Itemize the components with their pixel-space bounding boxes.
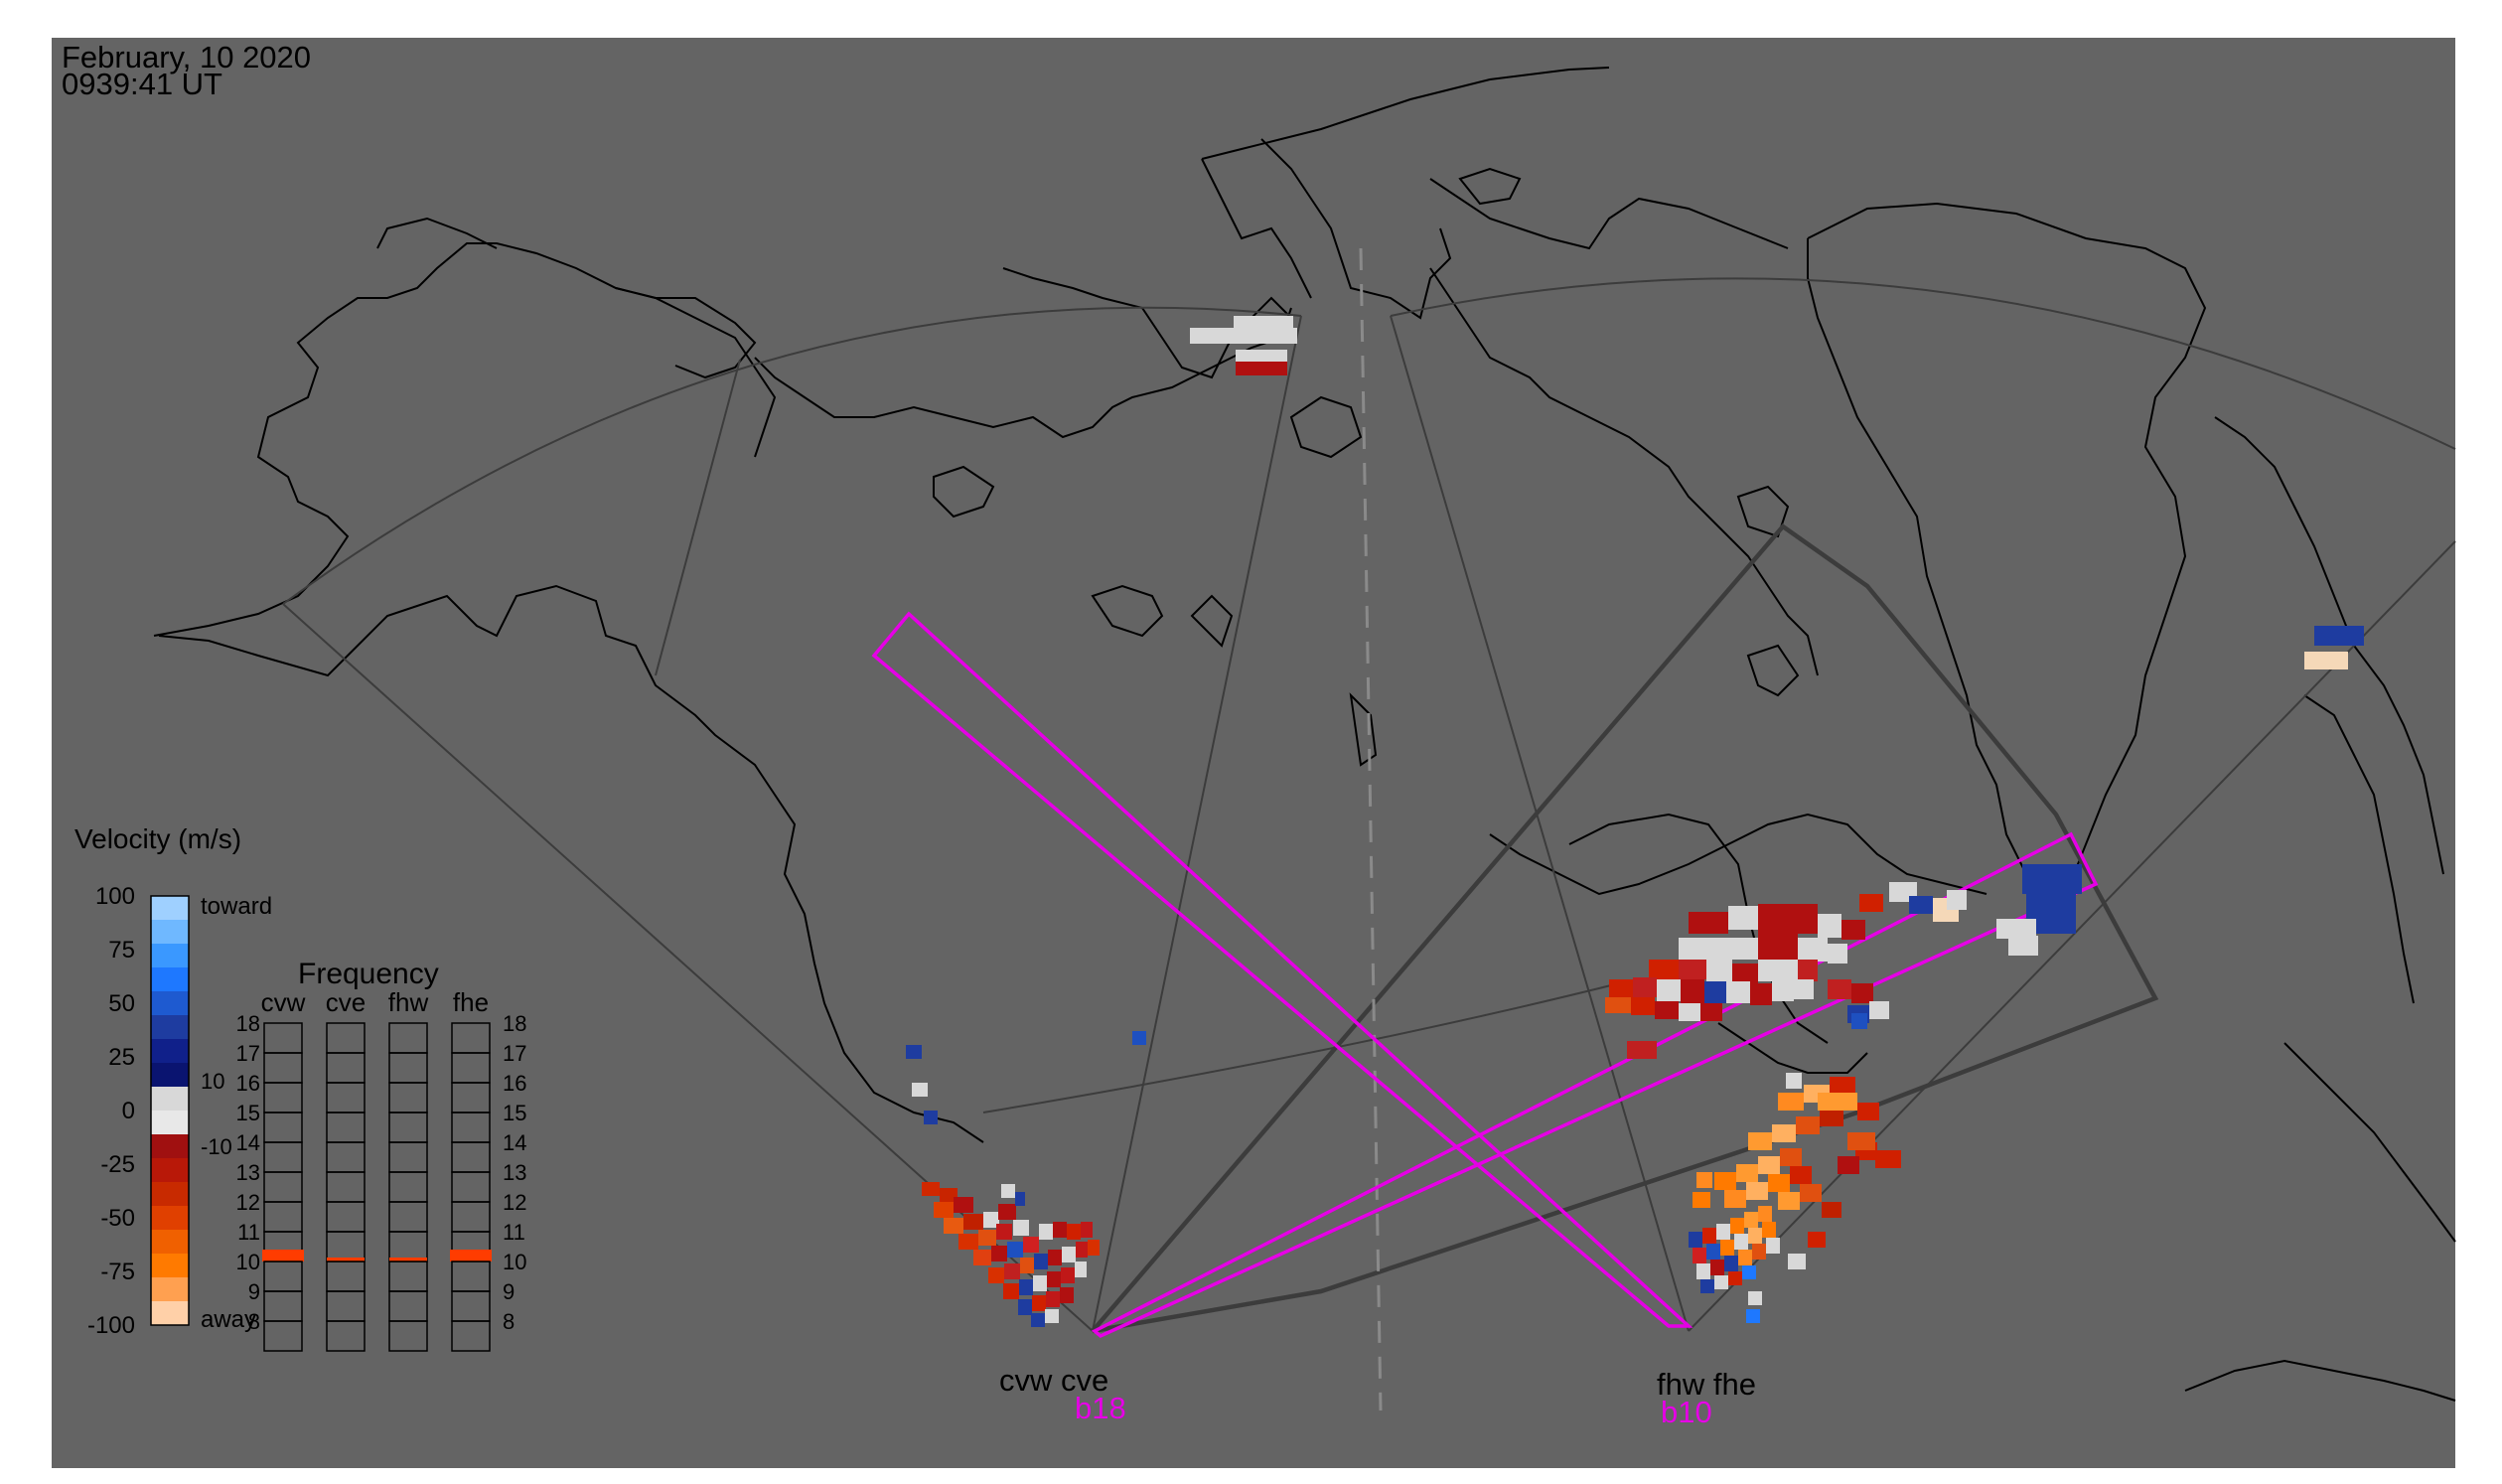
colorbar-segment (151, 967, 189, 992)
colorbar-segment (151, 1301, 189, 1326)
frequency-level-label-right: 16 (503, 1071, 526, 1096)
frequency-level-label-left: 13 (236, 1160, 260, 1185)
fov-west-arc (282, 306, 1302, 605)
colorbar-segment (151, 1277, 189, 1302)
frequency-level-label-left: 11 (237, 1220, 260, 1245)
frequency-level-label-right: 17 (503, 1041, 526, 1066)
frequency-level-label-right: 14 (503, 1130, 526, 1155)
colorbar-segment (151, 1039, 189, 1064)
frequency-panel: Frequency cvw cve fhw fhe 18 18 17 17 16 16 15 15 14… (236, 958, 526, 1352)
colorbar-ticks: 100 75 50 25 0 -25 -50 -75 -100 (87, 883, 135, 1339)
frequency-column-label: fhe (453, 987, 489, 1017)
toward-label: toward (201, 893, 272, 920)
frequency-level-label-left: 15 (236, 1101, 260, 1125)
fov-west-inner (655, 359, 741, 676)
colorbar-tick-label: -25 (100, 1151, 135, 1178)
timestamp: February, 10 2020 0939:41 UT (62, 40, 311, 101)
colorbar-segment (151, 1254, 189, 1278)
frequency-column-label: fhw (388, 987, 429, 1017)
frequency-level-label-right: 12 (503, 1190, 526, 1215)
colorbar-segment (151, 1182, 189, 1207)
radar-east-beam: b10 (1661, 1395, 1712, 1429)
frequency-active-mark (450, 1250, 492, 1261)
frequency-active-mark (389, 1258, 427, 1261)
fov-west-right (1092, 315, 1302, 1332)
frequency-level-label-left: 16 (236, 1071, 260, 1096)
fov-east-arc (1390, 277, 2456, 450)
fov-east-left (1390, 315, 1690, 1332)
colorbar-tick-label: 100 (95, 883, 135, 910)
colorbar-segment (151, 896, 189, 921)
colorbar-segment (151, 1063, 189, 1088)
radar-labels: cvw cve b18 fhw fhe b10 (999, 1363, 1756, 1429)
colorbar-tick-label: 75 (108, 937, 135, 964)
mark-pos-label: 10 (201, 1069, 224, 1094)
dashed-meridian (1359, 247, 1383, 1411)
legend-title: Velocity (m/s) (74, 823, 241, 854)
mark-neg-label: -10 (201, 1134, 232, 1159)
frequency-cell (388, 1320, 428, 1352)
colorbar (151, 896, 189, 1326)
colorbar-segment (151, 1158, 189, 1183)
frequency-level-label-left: 17 (236, 1041, 260, 1066)
frequency-level-label-left: 14 (236, 1130, 260, 1155)
colorbar-tick-label: -100 (87, 1312, 135, 1339)
frequency-level-label-right: 18 (503, 1011, 526, 1036)
frequency-title: Frequency (298, 958, 439, 990)
frequency-level-label-right: 10 (503, 1250, 526, 1274)
date-text: February, 10 2020 (62, 40, 311, 74)
frequency-cell (263, 1320, 303, 1352)
frequency-cell (326, 1320, 366, 1352)
beam-b10 (871, 611, 1693, 1328)
colorbar-tick-label: -75 (100, 1259, 135, 1285)
frequency-active-mark (327, 1258, 365, 1261)
radar-west-beam: b18 (1075, 1391, 1126, 1425)
colorbar-segment (151, 944, 189, 968)
colorbar-segment (151, 1134, 189, 1159)
colorbar-tick-label: 25 (108, 1044, 135, 1071)
frequency-level-label-left: 8 (248, 1309, 260, 1334)
frequency-column-label: cve (326, 987, 366, 1017)
radar-east-pair: fhw fhe (1657, 1367, 1756, 1402)
frequency-level-label-right: 15 (503, 1101, 526, 1125)
radar-west-pair: cvw cve (999, 1363, 1108, 1398)
away-label: away (201, 1306, 256, 1333)
colorbar-frame (150, 895, 190, 1326)
colorbar-segment (151, 920, 189, 945)
colorbar-segment (151, 991, 189, 1016)
fov-inner-arc (982, 982, 1620, 1113)
coastlines (153, 67, 2456, 1402)
frequency-level-label-right: 13 (503, 1160, 526, 1185)
frequency-active-mark (262, 1250, 304, 1261)
fov-thick-poly (1091, 522, 2159, 1334)
colorbar-tick-label: -50 (100, 1205, 135, 1232)
frequency-columns: cvw cve fhw fhe 18 18 17 17 16 16 15 15 14 14 13 13 12 12… (236, 987, 526, 1352)
echoes-east (1605, 626, 2364, 1323)
frequency-level-label-left: 12 (236, 1190, 260, 1215)
colorbar-segment (151, 1206, 189, 1231)
frequency-level-label-right: 11 (503, 1220, 525, 1245)
colorbar-tick-label: 0 (122, 1098, 135, 1124)
frequency-level-label-left: 18 (236, 1011, 260, 1036)
colorbar-segment (151, 1087, 189, 1112)
frequency-column-label: cvw (261, 987, 306, 1017)
colorbar-tick-label: 50 (108, 990, 135, 1017)
velocity-legend: Velocity (m/s) 100 75 50 25 0 -25 -50 -75 -100 t… (74, 823, 272, 1339)
frequency-level-label-right: 9 (503, 1279, 515, 1304)
fov-thick-outline (1091, 522, 2159, 1334)
map-background (52, 38, 2455, 1468)
frequency-level-label-left: 9 (248, 1279, 260, 1304)
frequency-level-label-right: 8 (503, 1309, 515, 1334)
frequency-cell (451, 1320, 491, 1352)
colorbar-segment (151, 1111, 189, 1135)
colorbar-segment (151, 1230, 189, 1255)
frequency-level-label-left: 10 (236, 1250, 260, 1274)
colorbar-segment (151, 1015, 189, 1040)
echoes-west (906, 316, 1297, 1327)
time-text: 0939:41 UT (62, 67, 222, 101)
